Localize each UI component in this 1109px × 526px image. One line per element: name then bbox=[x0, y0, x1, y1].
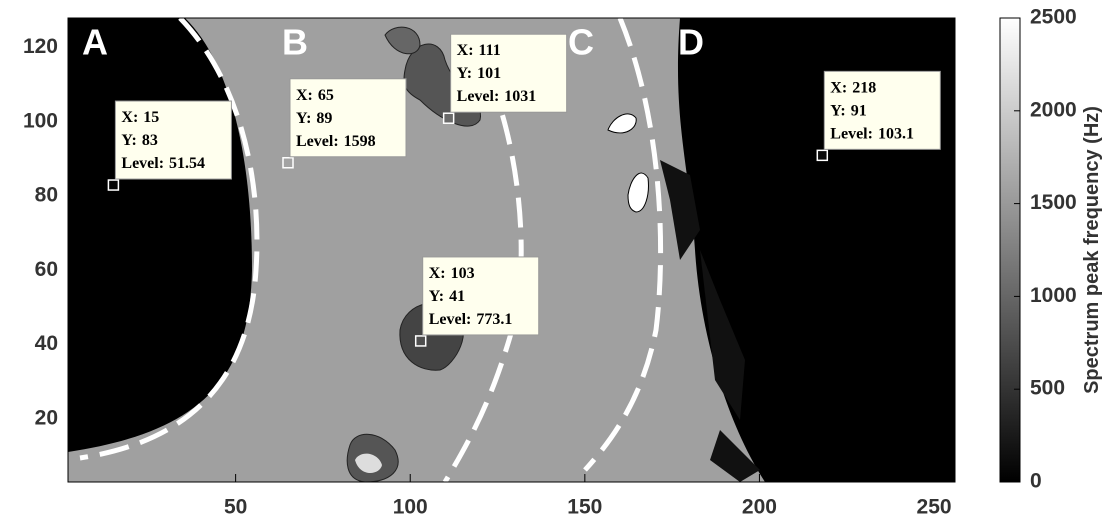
datatip-marker bbox=[816, 149, 829, 162]
x-tick-label: 200 bbox=[742, 496, 777, 519]
datatip-field: Y: bbox=[429, 288, 444, 305]
datatip-box bbox=[289, 78, 407, 158]
datatip-field: X: bbox=[121, 109, 138, 126]
y-tick-label: 60 bbox=[35, 258, 58, 281]
datatip-text: Level: 51.54 bbox=[121, 155, 205, 172]
y-tick-label: 20 bbox=[35, 406, 58, 429]
datatip-text: X: 111 bbox=[457, 42, 501, 59]
datatip-field: Level: bbox=[296, 133, 339, 150]
datatip-value: 1598 bbox=[344, 133, 376, 150]
blob bbox=[384, 26, 421, 55]
datatip-value: 111 bbox=[479, 42, 501, 59]
colorbar-tick-label: 2000 bbox=[1030, 98, 1077, 121]
datatip-box bbox=[422, 256, 540, 336]
y-tick-label: 40 bbox=[35, 332, 58, 355]
datatip-marker bbox=[282, 157, 294, 169]
datatip-box bbox=[114, 100, 232, 180]
datatip-field: Y: bbox=[296, 110, 311, 127]
colorbar-tick-label: 2500 bbox=[1030, 6, 1077, 29]
colorbar-tick-label: 1000 bbox=[1030, 284, 1077, 307]
datatip-box bbox=[823, 70, 941, 150]
region-label: D bbox=[678, 22, 704, 63]
datatip-field: X: bbox=[429, 265, 446, 282]
datatip-value: 51.54 bbox=[169, 155, 205, 172]
datatip-value: 41 bbox=[449, 288, 465, 305]
datatip-field: Y: bbox=[830, 102, 845, 119]
datatip-box bbox=[450, 33, 568, 113]
y-tick-label: 100 bbox=[23, 109, 58, 132]
datatip-text: Level: 1598 bbox=[296, 133, 376, 150]
datatip-text: Y: 83 bbox=[121, 132, 157, 149]
y-tick-label: 120 bbox=[23, 35, 58, 58]
datatip-field: Level: bbox=[429, 311, 472, 328]
x-tick-label: 100 bbox=[393, 496, 428, 519]
datatip-field: Y: bbox=[457, 65, 472, 82]
datatip-value: 1031 bbox=[504, 88, 536, 105]
colorbar-tick-label: 500 bbox=[1030, 377, 1065, 400]
datatip-value: 773.1 bbox=[476, 311, 512, 328]
x-tick-label: 250 bbox=[917, 496, 952, 519]
boundary-dashed bbox=[79, 18, 260, 461]
region-label: B bbox=[282, 22, 308, 63]
datatip-field: Level: bbox=[830, 125, 873, 142]
datatip-text: X: 103 bbox=[429, 265, 475, 282]
datatip-value: 65 bbox=[318, 87, 334, 104]
datatip-text: Y: 91 bbox=[830, 102, 866, 119]
datatip-marker bbox=[107, 179, 120, 191]
datatip-value: 101 bbox=[477, 65, 501, 82]
datatip-field: Level: bbox=[121, 155, 164, 172]
x-tick-label: 150 bbox=[567, 496, 602, 519]
blob bbox=[627, 172, 649, 213]
datatip-value: 103.1 bbox=[878, 125, 914, 142]
datatip-marker bbox=[442, 112, 455, 124]
datatip-field: X: bbox=[296, 87, 313, 104]
colorbar bbox=[999, 17, 1021, 483]
datatip-field: X: bbox=[830, 79, 847, 96]
datatip-value: 89 bbox=[316, 110, 332, 127]
datatip-field: Level: bbox=[457, 88, 500, 105]
colorbar-tick-label: 0 bbox=[1030, 470, 1042, 493]
datatip-text: Y: 89 bbox=[296, 110, 332, 127]
datatip-text: X: 65 bbox=[296, 87, 334, 104]
datatip-value: 15 bbox=[143, 109, 159, 126]
datatip-marker bbox=[414, 335, 427, 347]
datatip-field: Y: bbox=[121, 132, 136, 149]
datatip-text: X: 218 bbox=[830, 79, 876, 96]
blob bbox=[607, 113, 637, 134]
region-label: C bbox=[568, 22, 594, 63]
datatip-value: 103 bbox=[451, 265, 475, 282]
datatip-text: Level: 103.1 bbox=[830, 125, 914, 142]
datatip-text: Level: 773.1 bbox=[429, 311, 513, 328]
x-tick-label: 50 bbox=[224, 496, 247, 519]
datatip-field: X: bbox=[457, 42, 474, 59]
datatip-value: 91 bbox=[851, 102, 867, 119]
region-d-fringe bbox=[660, 160, 760, 482]
plot-frame bbox=[67, 17, 956, 483]
colorbar-label: Spectrum peak frequency (Hz) bbox=[1081, 106, 1103, 394]
datatip-text: Y: 41 bbox=[429, 288, 465, 305]
datatip-text: Y: 101 bbox=[457, 65, 501, 82]
blob bbox=[355, 453, 382, 474]
region-label: A bbox=[82, 22, 108, 63]
datatip-text: X: 15 bbox=[121, 109, 159, 126]
y-tick-label: 80 bbox=[35, 184, 58, 207]
boundary-dashed bbox=[583, 18, 664, 472]
colorbar-tick-label: 1500 bbox=[1030, 191, 1077, 214]
datatip-value: 218 bbox=[852, 79, 876, 96]
datatip-value: 83 bbox=[142, 132, 158, 149]
datatip-text: Level: 1031 bbox=[457, 88, 537, 105]
